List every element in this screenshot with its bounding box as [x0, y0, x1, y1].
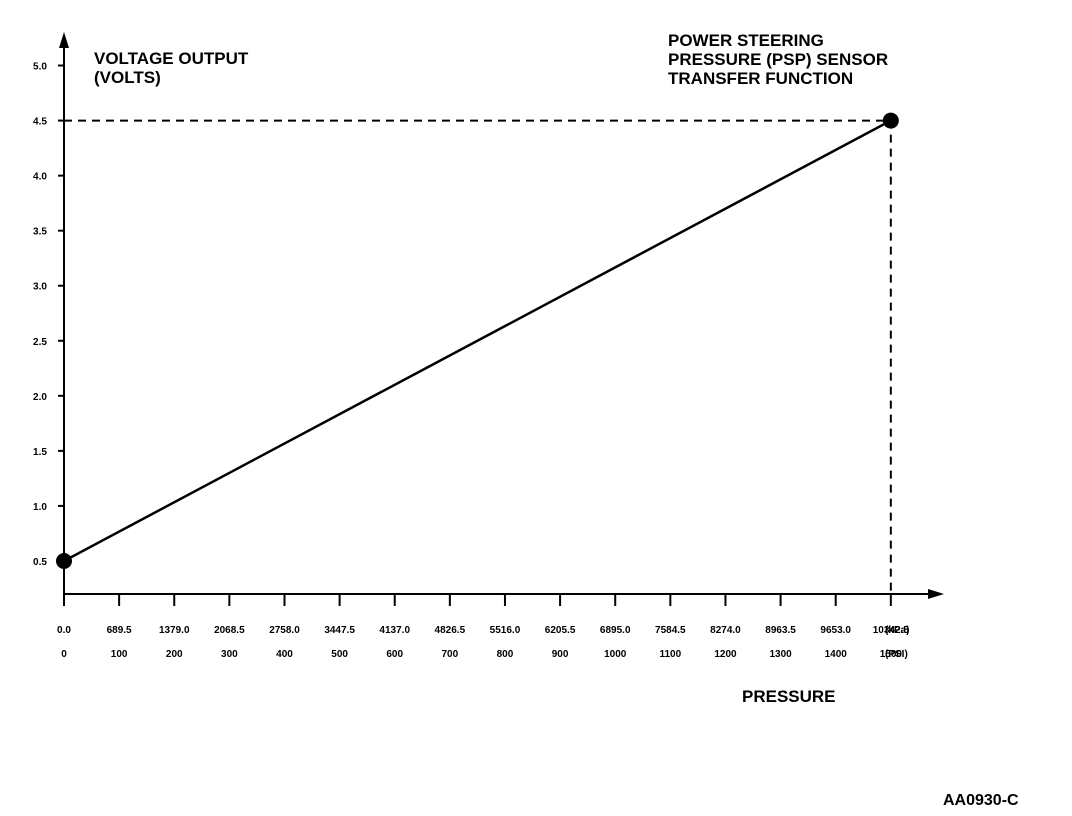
x-axis-label: PRESSURE	[742, 687, 836, 706]
series-line	[63, 119, 892, 563]
y-tick-label: 4.0	[33, 172, 47, 183]
y-tick-label: 1.0	[33, 502, 47, 513]
x-tick-label-psi: 900	[552, 649, 569, 660]
chart-title-line-1: POWER STEERING	[668, 31, 824, 50]
x-tick-label-kpa: 9653.0	[820, 625, 851, 636]
chart-title-line-2: PRESSURE (PSP) SENSOR	[668, 50, 888, 69]
x-tick-label-kpa: 1379.0	[159, 625, 190, 636]
x-unit-psi: (PSI)	[885, 649, 908, 660]
y-tick-label: 3.5	[33, 227, 47, 238]
x-tick-label-kpa: 689.5	[107, 625, 132, 636]
figure-code: AA0930-C	[943, 792, 1019, 809]
y-tick-label: 2.0	[33, 392, 47, 403]
y-axis-ticks: 5.0 4.5 4.0 3.5 3.0 2.5 2.0 1.5 1.0 0.5	[33, 62, 64, 568]
x-tick-label-psi: 500	[331, 649, 348, 660]
x-tick-label-kpa: 7584.5	[655, 625, 686, 636]
x-tick-label-psi: 1300	[769, 649, 792, 660]
data-point	[882, 112, 899, 129]
x-unit-kpa: (kPa)	[885, 625, 909, 636]
x-tick-label-kpa: 10342.5	[873, 625, 910, 636]
chart-title-line-3: TRANSFER FUNCTION	[668, 69, 853, 88]
x-tick-label-psi: 100	[111, 649, 128, 660]
x-tick-label-psi: 0	[61, 649, 67, 660]
x-axis-ticks: 0.0 0 689.5 100 1379.0 200 2068.5 300 2758.0 400 3…	[57, 594, 909, 660]
y-tick-label: 1.5	[33, 447, 47, 458]
y-tick-label: 5.0	[33, 62, 47, 73]
x-tick-label-psi: 300	[221, 649, 238, 660]
data-point	[56, 552, 72, 569]
reference-lines	[64, 119, 892, 594]
x-axis-arrowhead	[928, 589, 944, 599]
x-tick-label-psi: 200	[166, 649, 183, 660]
y-axis-arrowhead	[59, 32, 69, 48]
x-tick-label-psi: 1500	[880, 649, 903, 660]
x-tick-label-psi: 1200	[714, 649, 737, 660]
y-axis-label-line-2: (VOLTS)	[94, 68, 161, 87]
x-tick-label-kpa: 2758.0	[269, 625, 300, 636]
y-axis-label-line-1: VOLTAGE OUTPUT	[94, 49, 249, 68]
y-tick-label: 4.5	[33, 117, 47, 128]
y-tick-label: 3.0	[33, 282, 47, 293]
x-tick-label-kpa: 0.0	[57, 625, 71, 636]
x-tick-label-kpa: 6895.0	[600, 625, 631, 636]
x-tick-label-kpa: 3447.5	[324, 625, 355, 636]
x-tick-label-kpa: 2068.5	[214, 625, 245, 636]
x-tick-label-psi: 1000	[604, 649, 627, 660]
x-tick-label-psi: 600	[386, 649, 403, 660]
x-tick-label-psi: 800	[497, 649, 514, 660]
x-tick-label-psi: 1400	[825, 649, 848, 660]
x-tick-label-psi: 700	[442, 649, 459, 660]
x-tick-label-psi: 1100	[659, 649, 681, 660]
y-tick-label: 2.5	[33, 337, 47, 348]
x-tick-label-kpa: 5516.0	[490, 625, 521, 636]
x-tick-label-kpa: 4826.5	[435, 625, 466, 636]
x-tick-label-kpa: 8963.5	[765, 625, 796, 636]
x-tick-label-psi: 400	[276, 649, 293, 660]
x-tick-label-kpa: 6205.5	[545, 625, 576, 636]
y-tick-label: 0.5	[33, 557, 47, 568]
x-tick-label-kpa: 4137.0	[379, 625, 410, 636]
series-group	[56, 112, 899, 569]
x-tick-label-kpa: 8274.0	[710, 625, 741, 636]
